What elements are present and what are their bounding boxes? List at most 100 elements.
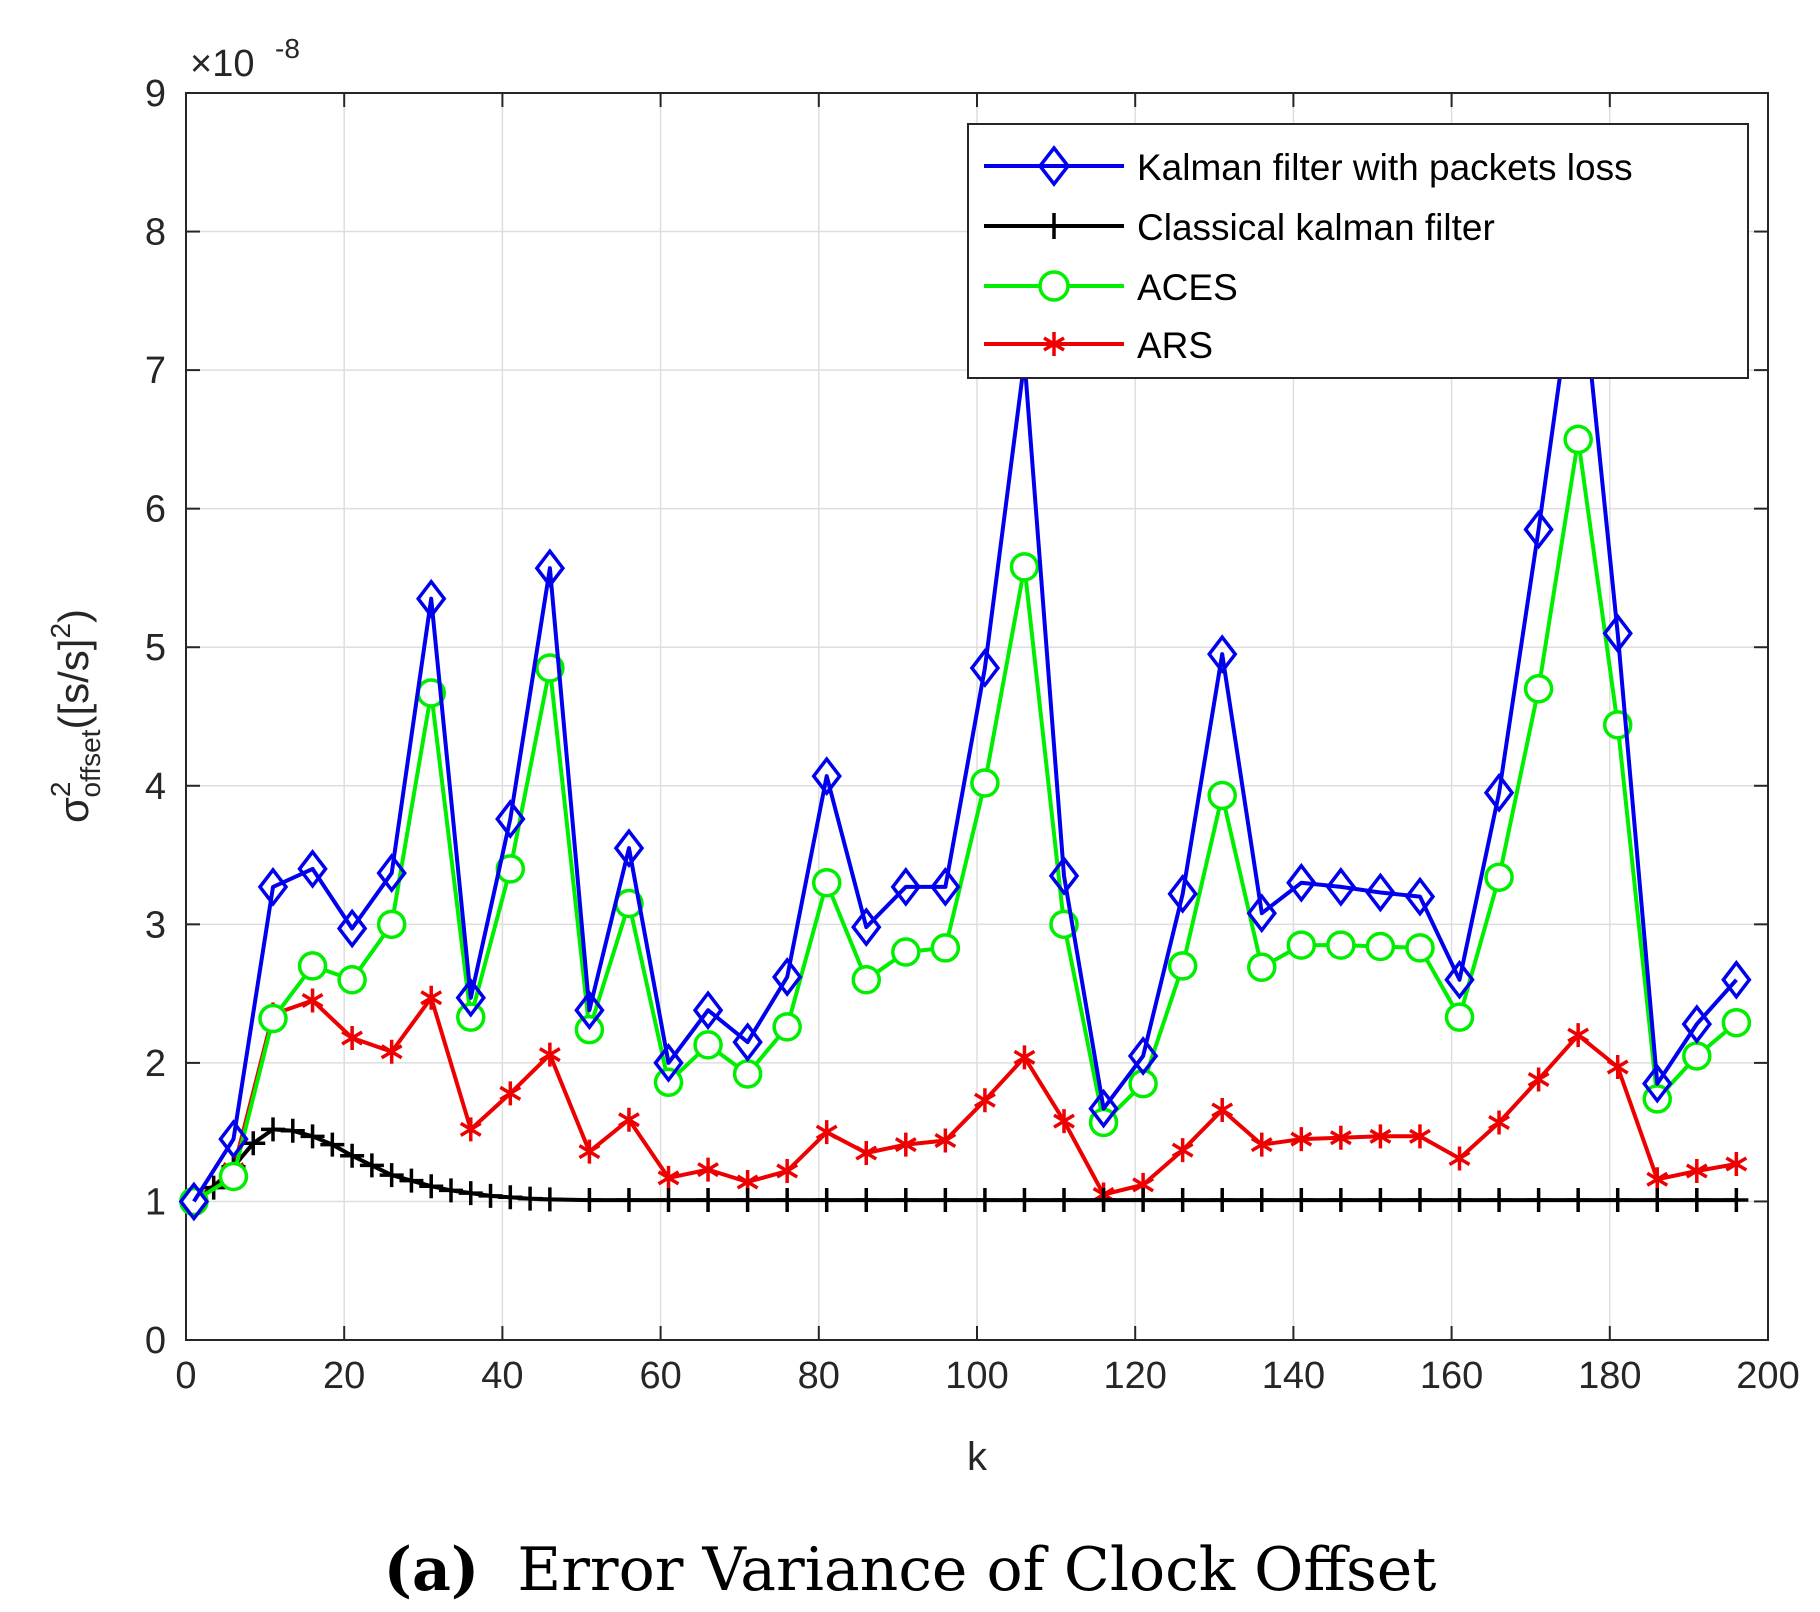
legend-diamond-marker — [1037, 145, 1071, 187]
data-point — [455, 977, 486, 1018]
x-tick-label: 120 — [1103, 1355, 1166, 1397]
data-point — [399, 1168, 424, 1193]
data-point — [1567, 1023, 1590, 1048]
data-point — [1682, 1041, 1712, 1071]
data-point — [1484, 862, 1514, 892]
data-point — [1527, 1067, 1550, 1092]
data-point — [1721, 1007, 1752, 1038]
data-point — [1368, 1188, 1393, 1213]
series-line — [192, 243, 1738, 1203]
data-point — [337, 965, 367, 995]
x-tick-label: 200 — [1736, 1355, 1799, 1397]
data-point — [341, 1025, 364, 1050]
legend-label-kalman-packets-loss: Kalman filter with packets loss — [1137, 147, 1633, 188]
data-point — [280, 1118, 305, 1143]
caption-tag: (a) — [383, 1535, 480, 1605]
data-point — [1407, 1188, 1432, 1213]
data-point — [359, 1153, 384, 1178]
data-point — [376, 909, 407, 940]
data-point — [1487, 1188, 1512, 1213]
data-point — [257, 867, 289, 907]
data-point — [419, 1174, 444, 1199]
data-point — [772, 1012, 802, 1042]
data-point — [1127, 1036, 1159, 1076]
data-point — [930, 867, 961, 907]
data-point — [1167, 873, 1198, 914]
y-tick-label: 2 — [145, 1043, 166, 1085]
data-point — [1684, 1188, 1709, 1213]
y-exponent-base: ×10 — [190, 43, 254, 85]
data-point — [574, 990, 605, 1031]
data-point — [379, 1163, 404, 1188]
data-point — [1286, 862, 1317, 903]
data-point — [1523, 674, 1554, 704]
series-layer — [178, 225, 1752, 1222]
data-point — [1645, 1188, 1670, 1213]
data-point — [613, 828, 645, 869]
data-point — [1642, 1063, 1673, 1104]
data-point — [972, 1188, 997, 1213]
legend-asterisk-marker — [1043, 332, 1065, 356]
data-point — [771, 957, 803, 997]
data-point — [776, 1158, 799, 1183]
data-point — [1211, 1098, 1234, 1122]
legend-plus-marker — [1041, 213, 1067, 239]
x-tick-label: 60 — [639, 1355, 681, 1397]
data-point — [1131, 1188, 1156, 1213]
data-point — [1409, 1124, 1431, 1149]
data-point — [890, 867, 922, 907]
svg-text:σ2offset([s/s]2): σ2offset([s/s]2) — [45, 609, 106, 823]
data-point — [696, 1188, 721, 1213]
data-point — [1289, 1188, 1314, 1213]
caption-text: Error Variance of Clock Offset — [517, 1535, 1437, 1605]
chart: 0 20 40 60 80 100 120 140 160 180 200 0 1 2 3 4 5 6 7 8 9 ×1… — [45, 33, 1800, 1479]
data-point — [578, 1139, 601, 1164]
figure-caption: (a) Error Variance of Clock Offset — [0, 1535, 1820, 1605]
y-tick-label: 6 — [145, 489, 166, 531]
data-point — [851, 907, 882, 947]
data-point — [1369, 1124, 1392, 1149]
series-line — [192, 995, 1737, 1203]
x-tick-label: 100 — [945, 1355, 1008, 1397]
data-point — [336, 908, 368, 949]
data-point — [1048, 855, 1080, 896]
data-point — [732, 1059, 763, 1089]
data-point — [1012, 1188, 1037, 1213]
data-point — [1171, 1138, 1194, 1163]
data-point — [1724, 1188, 1749, 1213]
y-tick-label: 4 — [145, 766, 166, 808]
data-point — [1247, 952, 1277, 983]
data-point — [1328, 1188, 1353, 1213]
y-tick-label: 9 — [145, 73, 166, 115]
data-point — [891, 937, 921, 967]
data-point — [894, 1132, 917, 1157]
data-point — [1404, 876, 1436, 917]
data-point — [692, 990, 724, 1031]
legend-label-ars: ARS — [1137, 325, 1213, 366]
data-point — [218, 1119, 249, 1159]
data-point — [1646, 1167, 1669, 1192]
data-point — [1681, 1004, 1713, 1044]
data-point — [1091, 1188, 1116, 1213]
data-point — [1286, 930, 1317, 960]
data-point — [775, 1188, 800, 1213]
data-point — [618, 1107, 640, 1132]
y-label-subscript: offset — [75, 729, 106, 797]
data-point — [1249, 1188, 1274, 1213]
x-tick-label: 160 — [1420, 1355, 1483, 1397]
data-point — [1365, 872, 1396, 913]
data-point — [534, 548, 566, 589]
data-point — [179, 1186, 209, 1217]
data-point — [297, 951, 328, 981]
data-point — [1444, 959, 1475, 1000]
data-point — [495, 799, 526, 839]
data-point — [1329, 1125, 1352, 1150]
data-point — [930, 933, 961, 963]
data-point — [1009, 552, 1040, 582]
data-point — [1606, 1055, 1629, 1080]
x-tick-label: 40 — [481, 1355, 523, 1397]
data-point — [1207, 634, 1238, 675]
series-line — [192, 437, 1738, 1204]
series-kalman-filter-with-packets-loss — [178, 225, 1752, 1222]
data-point — [814, 1188, 839, 1213]
